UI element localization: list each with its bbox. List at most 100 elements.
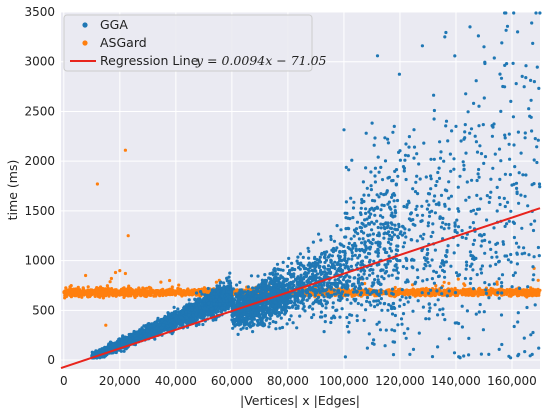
gga-point [475,273,479,277]
gga-point [462,163,466,167]
asgard-point [155,289,159,293]
gga-point [340,307,344,311]
gga-point [468,225,472,229]
gga-point [516,320,520,324]
asgard-point [448,292,452,296]
gga-point [503,133,507,137]
gga-point [480,264,484,268]
gga-point [534,11,538,15]
asgard-point [118,269,122,273]
gga-point [447,289,451,293]
gga-point [410,238,414,242]
asgard-point [81,286,85,290]
gga-point [312,313,316,317]
gga-point [401,224,405,228]
gga-point [533,137,537,141]
gga-point [446,139,450,143]
gga-point [519,193,523,197]
gga-point [469,277,473,281]
asgard-point [92,291,96,296]
gga-point [441,312,445,317]
gga-point [487,296,491,300]
asgard-point [487,289,492,293]
gga-point [355,220,360,224]
asgard-point [87,293,91,297]
gga-point [367,215,371,219]
gga-point [535,65,539,69]
gga-point [447,337,451,341]
gga-point [441,307,445,311]
asgard-point [434,284,438,288]
gga-point [492,226,496,230]
asgard-point [169,291,173,295]
gga-point [489,247,493,251]
gga-point [360,241,364,245]
gga-point [531,228,536,233]
gga-point [382,277,386,281]
gga-point [355,314,359,318]
gga-point [371,238,375,242]
gga-point [434,270,438,274]
gga-point [452,251,456,255]
gga-point [369,184,373,188]
gga-point [364,131,368,135]
asgard-point [98,293,102,297]
gga-point [391,178,395,183]
gga-point [411,347,416,351]
gga-point [494,250,498,254]
gga-point [464,236,468,240]
gga-point [473,134,477,138]
asgard-point [393,285,397,290]
gga-point [425,278,429,282]
asgard-point [122,295,126,299]
gga-point [475,193,479,197]
asgard-point [95,182,99,186]
gga-point [452,351,457,355]
gga-point [433,211,437,215]
gga-point [514,241,519,245]
asgard-point [136,288,140,292]
gga-point [511,115,515,119]
gga-point [522,246,526,250]
gga-point [464,267,468,271]
asgard-point [70,290,74,294]
asgard-point [68,293,72,297]
gga-point [480,239,484,243]
gga-point [447,196,451,200]
asgard-point [159,280,163,284]
gga-point [362,193,366,197]
asgard-point [62,290,66,295]
gga-point [497,347,501,351]
asgard-point [412,292,416,297]
gga-point [362,231,366,235]
gga-point [404,235,408,239]
gga-point [352,290,356,294]
gga-point [433,248,437,252]
gga-point [289,314,293,318]
gga-point [437,176,442,180]
gga-point [477,167,481,172]
gga-point [435,289,439,293]
gga-point [466,110,470,114]
asgard-point [496,288,500,292]
gga-point [482,310,486,314]
gga-point [122,349,126,353]
gga-point [418,177,422,181]
gga-point [465,309,469,313]
gga-point [387,274,391,278]
asgard-point [536,292,540,296]
asgard-point [112,288,116,292]
asgard-point [453,286,457,290]
gga-point [246,285,250,289]
gga-point [458,174,462,178]
gga-point [338,249,342,254]
gga-point [493,152,497,156]
gga-point [375,219,379,223]
gga-point [362,272,366,276]
gga-point [311,307,315,311]
gga-point [509,99,513,103]
gga-point [426,192,431,196]
asgard-point [107,294,111,298]
asgard-point [477,291,481,295]
asgard-point [116,289,120,293]
